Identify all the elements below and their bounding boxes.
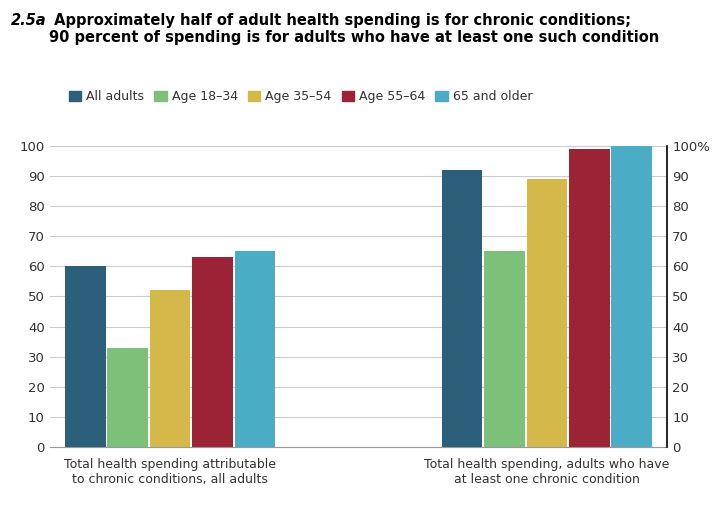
Text: Approximately half of adult health spending is for chronic conditions;
90 percen: Approximately half of adult health spend… xyxy=(49,13,659,45)
Bar xyxy=(108,348,148,447)
Bar xyxy=(569,149,609,447)
Bar xyxy=(526,179,567,447)
Legend: All adults, Age 18–34, Age 35–54, Age 55–64, 65 and older: All adults, Age 18–34, Age 35–54, Age 55… xyxy=(69,90,533,103)
Bar xyxy=(442,170,483,447)
Bar xyxy=(192,257,233,447)
Bar xyxy=(484,251,525,447)
Bar xyxy=(150,290,191,447)
Bar xyxy=(65,266,105,447)
Bar xyxy=(612,146,652,447)
Bar xyxy=(234,251,275,447)
Text: 2.5a: 2.5a xyxy=(11,13,47,28)
